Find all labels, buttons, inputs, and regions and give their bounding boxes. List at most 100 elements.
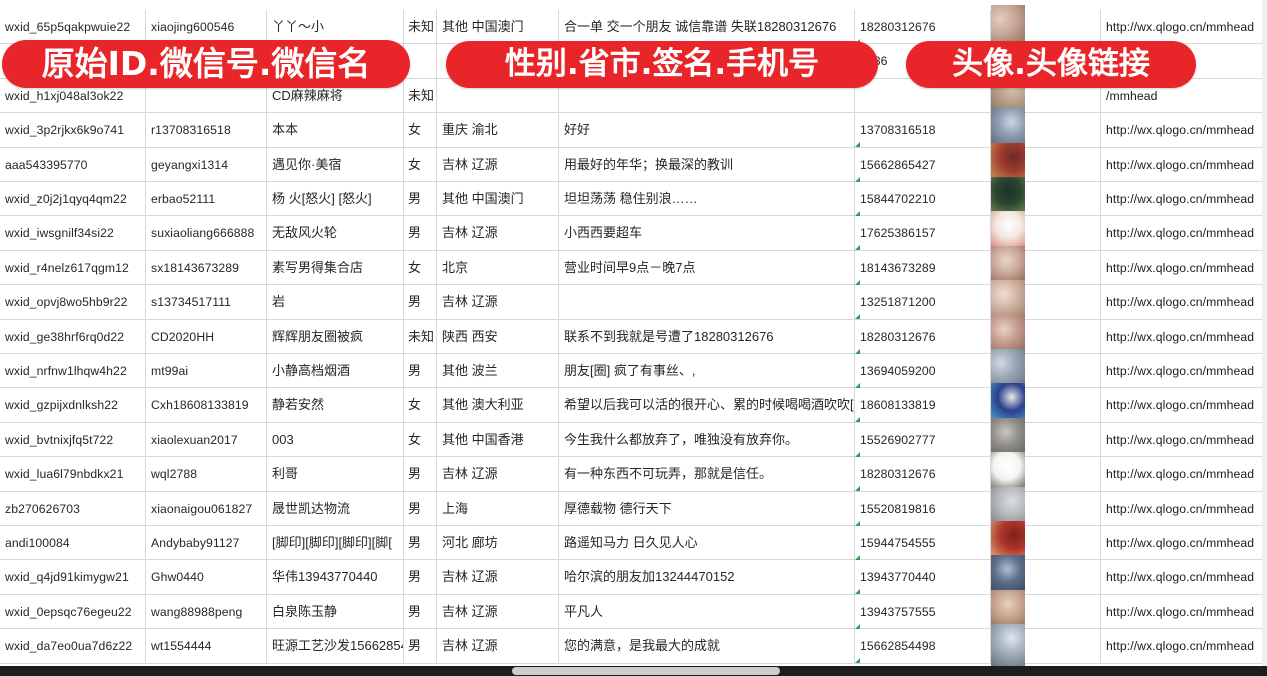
table-row[interactable]: wxid_da7eo0ua7d6z22 wt1554444 旺源工艺沙发156628…: [0, 629, 1267, 664]
cell-phone[interactable]: 15662854498: [855, 629, 991, 664]
cell-wechat-name[interactable]: 杨 火[怒火] [怒火]: [267, 182, 404, 217]
cell-province-city[interactable]: [437, 78, 559, 114]
cell-original-id[interactable]: wxid_nrfnw1lhqw4h22: [0, 354, 146, 389]
cell-signature[interactable]: 营业时间早9点－晚7点: [559, 250, 855, 286]
cell-signature[interactable]: 联系不到我就是号遭了18280312676: [559, 319, 855, 354]
cell-phone[interactable]: 15662865427: [855, 147, 991, 182]
cell-avatar[interactable]: [991, 594, 1101, 630]
cell-original-id[interactable]: wxid_lua6l79nbdkx21: [0, 457, 146, 492]
cell-signature[interactable]: 朋友[圈] 疯了有事丝、,: [559, 354, 855, 389]
cell-phone[interactable]: 15520819816: [855, 491, 991, 526]
cell-phone[interactable]: 15944754555: [855, 526, 991, 561]
cell-avatar-link[interactable]: http://wx.qlogo.cn/mmhead: [1106, 20, 1255, 34]
cell-avatar-link[interactable]: http://wx.qlogo.cn/mmhead: [1106, 432, 1255, 447]
cell-avatar-link[interactable]: http://wx.qlogo.cn/mmhead: [1106, 364, 1255, 378]
cell-wechat-id[interactable]: wql2788: [146, 457, 267, 492]
cell-phone[interactable]: 15526902777: [855, 422, 991, 458]
table-row[interactable]: zb270626703 xiaonaigou061827 晟世凯达物流男上海 厚德载物…: [0, 491, 1267, 526]
table-row[interactable]: wxid_q4jd91kimygw21 Ghw0440 华伟13943770440 男…: [0, 560, 1267, 595]
cell-original-id[interactable]: wxid_65p5qakpwuie22: [0, 10, 146, 45]
cell-province-city[interactable]: 其他 中国澳门: [437, 10, 559, 45]
cell-wechat-id[interactable]: wang88988peng: [146, 594, 267, 630]
cell-phone[interactable]: 13708316518: [855, 113, 991, 148]
cell-avatar[interactable]: [991, 422, 1101, 458]
cell-wechat-name[interactable]: 晟世凯达物流: [267, 491, 404, 526]
cell-wechat-id[interactable]: xiaolexuan2017: [146, 422, 267, 458]
table-row[interactable]: wxid_h1xj048al3ok22 CD麻辣麻将 未知/mmhead: [0, 78, 1267, 114]
cell-province-city[interactable]: 吉林 辽源: [437, 216, 559, 251]
cell-province-city[interactable]: 其他 澳大利亚: [437, 388, 559, 423]
avatar[interactable]: [991, 5, 1025, 49]
cell-avatar[interactable]: [991, 113, 1101, 148]
cell-signature[interactable]: 路遥知马力 日久见人心: [559, 526, 855, 561]
table-row[interactable]: wxid_lua6l79nbdkx21 wql2788 利哥男吉林 辽源 有一种东西不…: [0, 457, 1267, 492]
table-row[interactable]: wxid_ge38hrf6rq0d22 CD2020HH 辉辉朋友圈被疯 未知 陕西 西…: [0, 319, 1267, 354]
cell-avatar[interactable]: [991, 388, 1101, 423]
avatar[interactable]: [991, 383, 1025, 428]
cell-province-city[interactable]: 吉林 辽源: [437, 285, 559, 320]
avatar[interactable]: [991, 280, 1025, 325]
cell-avatar[interactable]: [991, 491, 1101, 526]
cell-wechat-name[interactable]: 旺源工艺沙发15662854: [267, 629, 404, 664]
cell-wechat-id[interactable]: s13734517111: [146, 285, 267, 320]
cell-province-city[interactable]: 上海: [437, 491, 559, 526]
cell-avatar-link[interactable]: http://wx.qlogo.cn/mmhead: [1106, 192, 1255, 206]
table-row[interactable]: wxid_gzpijxdnlksh22 Cxh18608133819 静若安然女其他…: [0, 388, 1267, 423]
cell-signature[interactable]: 您的满意，是我最大的成就: [559, 629, 855, 664]
cell-wechat-name[interactable]: 白泉陈玉静: [267, 594, 404, 630]
cell-phone[interactable]: 17625386157: [855, 216, 991, 251]
cell-avatar[interactable]: [991, 526, 1101, 561]
cell-gender[interactable]: 男: [404, 285, 437, 320]
horizontal-scrollbar[interactable]: [512, 667, 780, 675]
cell-avatar-link[interactable]: http://wx.qlogo.cn/mmhead: [1106, 226, 1255, 241]
cell-province-city[interactable]: 重庆 渝北: [437, 113, 559, 148]
cell-wechat-name[interactable]: 本本: [267, 113, 404, 148]
avatar[interactable]: [991, 452, 1025, 497]
cell-wechat-name[interactable]: CD麻辣麻将: [267, 78, 404, 114]
cell-wechat-name[interactable]: 丫丫～小: [267, 10, 404, 45]
cell-original-id[interactable]: aaa543395770: [0, 147, 146, 182]
cell-phone[interactable]: 15844702210: [855, 182, 991, 217]
cell-wechat-name[interactable]: 素写男得集合店: [267, 250, 404, 286]
cell-province-city[interactable]: 吉林 辽源: [437, 560, 559, 595]
cell-province-city[interactable]: 吉林 辽源: [437, 629, 559, 664]
cell-signature[interactable]: [559, 78, 855, 114]
cell-wechat-name[interactable]: 小静高档烟酒: [267, 354, 404, 389]
cell-wechat-id[interactable]: suxiaoliang666888: [146, 216, 267, 251]
cell-gender[interactable]: 女: [404, 388, 437, 423]
table-row[interactable]: andi100084 Andybaby91127 [脚印][脚印][脚印][脚[男河…: [0, 526, 1267, 561]
cell-avatar-link[interactable]: /mmhead: [1106, 88, 1158, 103]
cell-gender[interactable]: 男: [404, 526, 437, 561]
cell-signature[interactable]: 合一单 交一个朋友 诚信靠谱 失联18280312676: [559, 10, 855, 45]
avatar[interactable]: [991, 245, 1025, 290]
cell-phone[interactable]: 13943770440: [855, 560, 991, 595]
cell-phone[interactable]: 18280312676: [855, 457, 991, 492]
cell-wechat-name[interactable]: 遇见你·美宿: [267, 147, 404, 182]
cell-avatar[interactable]: [991, 78, 1101, 114]
cell-avatar-link[interactable]: http://wx.qlogo.cn/mmhead: [1106, 329, 1255, 344]
cell-original-id[interactable]: zb270626703: [0, 491, 146, 526]
cell-wechat-name[interactable]: 岩: [267, 285, 404, 320]
cell-signature[interactable]: 有一种东西不可玩弄，那就是信任。: [559, 457, 855, 492]
cell-province-city[interactable]: 陕西 西安: [437, 319, 559, 354]
table-row[interactable]: aaa543395770 geyangxi1314 遇见你·美宿女吉林 辽源 用最好的…: [0, 147, 1267, 182]
cell-avatar-link[interactable]: http://wx.qlogo.cn/mmhead: [1106, 501, 1255, 516]
cell-gender[interactable]: 男: [404, 216, 437, 251]
avatar[interactable]: [991, 521, 1025, 565]
cell-signature[interactable]: 好好: [559, 113, 855, 148]
cell-phone[interactable]: 18143673289: [855, 250, 991, 286]
cell-avatar[interactable]: [991, 250, 1101, 286]
cell-wechat-id[interactable]: sx18143673289: [146, 250, 267, 286]
cell-gender[interactable]: 女: [404, 147, 437, 182]
cell-wechat-name[interactable]: 003: [267, 422, 404, 458]
table-row[interactable]: wxid_opvj8wo5hb9r22 s13734517111 岩男吉林 辽源 13…: [0, 285, 1267, 320]
cell-signature[interactable]: 今生我什么都放弃了，唯独没有放弃你。: [559, 422, 855, 458]
cell-avatar-link[interactable]: http://wx.qlogo.cn/mmhead: [1106, 570, 1255, 585]
avatar[interactable]: [991, 417, 1025, 462]
cell-original-id[interactable]: wxid_ge38hrf6rq0d22: [0, 319, 146, 354]
cell-avatar[interactable]: [991, 10, 1101, 45]
avatar[interactable]: [991, 349, 1025, 393]
cell-gender[interactable]: 未知: [404, 78, 437, 114]
cell-gender[interactable]: 未知: [404, 10, 437, 45]
cell-wechat-name[interactable]: 静若安然: [267, 388, 404, 423]
